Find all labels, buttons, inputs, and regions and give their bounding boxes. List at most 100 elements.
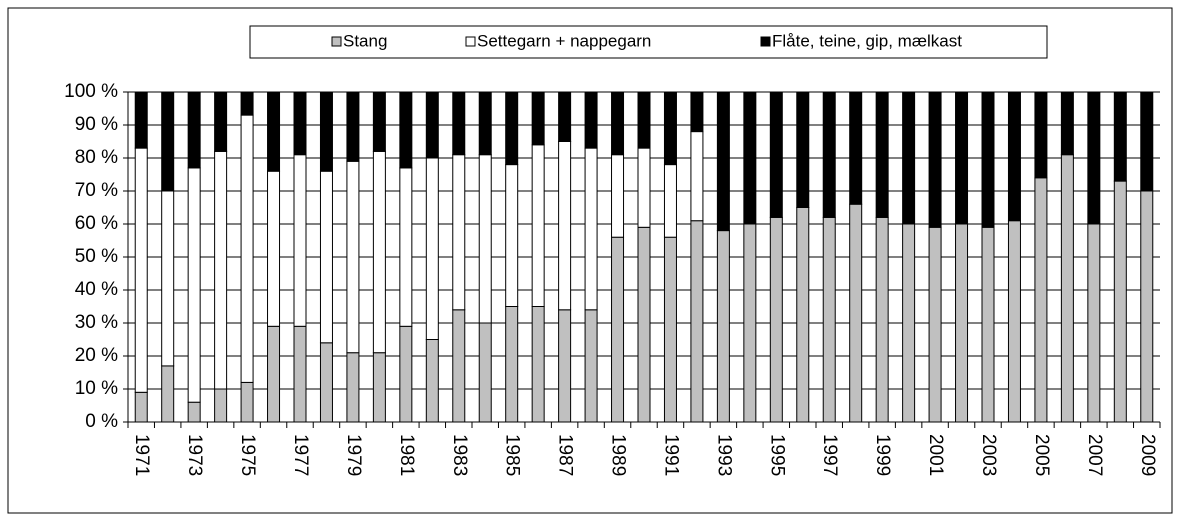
bar-segment (849, 203, 863, 423)
bar-segment (214, 388, 228, 423)
bar-segment (558, 309, 572, 423)
bar-segment (531, 306, 545, 423)
x-tick-label: 2001 (925, 434, 946, 476)
bar-segment (558, 141, 572, 311)
bar-segment (505, 306, 519, 423)
bar-segment (319, 170, 333, 344)
bar-segment (584, 309, 598, 423)
x-tick-label: 2005 (1031, 434, 1052, 476)
y-tick-label: 20 % (75, 345, 118, 366)
bar-segment (134, 147, 148, 393)
bar-segment (584, 147, 598, 311)
x-tick-label: 1973 (184, 434, 205, 476)
bar-segment (346, 160, 360, 354)
x-tick-label: 1989 (608, 434, 629, 476)
bar-segment (822, 91, 836, 218)
bar-segment (1087, 223, 1101, 423)
bar-segment (214, 91, 228, 152)
legend-swatch (760, 36, 771, 47)
bar-segment (611, 154, 625, 238)
y-tick-label: 10 % (75, 378, 118, 399)
bar-segment (1060, 154, 1074, 423)
bar-segment (981, 91, 995, 228)
bar-segment (663, 91, 677, 166)
bar-segment (584, 91, 598, 149)
bar-segment (716, 230, 730, 423)
bar-segment (1140, 190, 1154, 423)
bar-segment (796, 91, 810, 208)
bar-segment (1113, 91, 1127, 182)
bar-segment (134, 91, 148, 149)
bar-segment (134, 391, 148, 423)
bar-segment (822, 216, 836, 423)
bar-segment (611, 236, 625, 423)
legend-swatch (465, 36, 476, 47)
bar-segment (187, 167, 201, 403)
bar-segment (955, 91, 969, 225)
bar-segment (1140, 91, 1154, 192)
y-tick-label: 50 % (75, 246, 118, 267)
bar-segment (928, 226, 942, 423)
bar-segment (531, 91, 545, 146)
bar-segment (452, 154, 466, 311)
x-tick-label: 1971 (131, 434, 152, 476)
bar-segment (161, 365, 175, 423)
bar-segment (505, 164, 519, 307)
bar-segment (637, 226, 651, 423)
x-tick-label: 1993 (713, 434, 734, 476)
bar-segment (769, 91, 783, 218)
bar-segment (716, 91, 730, 232)
bar-segment (743, 223, 757, 423)
legend-swatch (331, 36, 342, 47)
bar-segment (1113, 180, 1127, 423)
y-tick-label: 60 % (75, 213, 118, 234)
legend-label: Flåte, teine, gip, mælkast (772, 31, 962, 50)
bar-segment (1087, 91, 1101, 225)
bar-segment (981, 226, 995, 423)
x-tick-label: 1999 (872, 434, 893, 476)
x-tick-label: 2009 (1137, 434, 1158, 476)
bar-segment (267, 325, 281, 423)
x-tick-label: 2003 (978, 434, 999, 476)
bar-segment (240, 381, 254, 423)
bar-segment (1007, 220, 1021, 423)
bar-segment (902, 91, 916, 225)
legend-label: Settegarn + nappegarn (477, 31, 651, 50)
legend-box (249, 25, 1048, 59)
bar-segment (452, 309, 466, 423)
bar-segment (478, 91, 492, 156)
bar-segment (267, 170, 281, 327)
bar-segment (955, 223, 969, 423)
x-tick-label: 1997 (819, 434, 840, 476)
x-tick-label: 1977 (290, 434, 311, 476)
bar-segment (796, 207, 810, 423)
legend-label: Stang (343, 31, 387, 50)
bar-segment (399, 167, 413, 327)
bar-segment (1034, 91, 1048, 179)
bar-segment (346, 91, 360, 162)
bar-segment (425, 339, 439, 423)
bar-segment (928, 91, 942, 228)
bar-segment (372, 150, 386, 354)
bar-segment (319, 342, 333, 423)
y-tick-label: 70 % (75, 180, 118, 201)
bar-segment (663, 164, 677, 238)
bar-segment (663, 236, 677, 423)
x-tick-label: 1987 (555, 434, 576, 476)
bar-segment (293, 154, 307, 327)
y-tick-label: 100 % (64, 81, 118, 102)
bar-segment (1034, 177, 1048, 423)
bar-segment (1060, 91, 1074, 156)
bar-segment (346, 352, 360, 423)
x-tick-label: 1983 (449, 434, 470, 476)
bar-segment (531, 144, 545, 307)
bar-segment (611, 91, 625, 156)
bar-segment (902, 223, 916, 423)
bar-segment (399, 91, 413, 169)
bar-segment (319, 91, 333, 172)
y-tick-label: 40 % (75, 279, 118, 300)
bar-segment (769, 216, 783, 423)
y-tick-label: 90 % (75, 114, 118, 135)
bar-segment (637, 147, 651, 228)
